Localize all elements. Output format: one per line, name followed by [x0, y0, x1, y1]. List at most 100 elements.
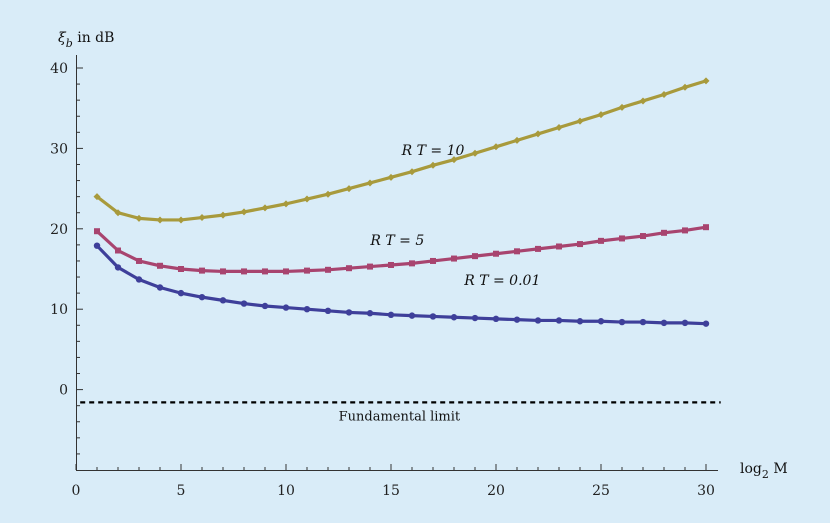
data-point — [493, 250, 499, 257]
data-point — [156, 284, 164, 291]
data-point — [198, 214, 206, 222]
data-point — [387, 311, 395, 319]
data-point — [640, 233, 646, 240]
data-point — [240, 208, 248, 216]
data-point — [136, 257, 142, 264]
x-tick-label: 0 — [72, 483, 81, 499]
data-point — [157, 262, 163, 269]
data-point — [535, 245, 541, 252]
data-point — [283, 268, 289, 275]
data-point — [261, 204, 269, 212]
y-tick-label: 20 — [50, 222, 68, 238]
data-point — [135, 276, 143, 283]
data-point — [472, 253, 478, 260]
data-point — [94, 228, 100, 235]
data-point — [451, 255, 457, 262]
data-point — [178, 266, 184, 272]
data-point — [261, 302, 269, 310]
data-point — [324, 307, 332, 315]
data-point — [577, 241, 583, 248]
series-1 — [94, 224, 709, 275]
reference-line-group: Fundamental limit — [80, 401, 721, 424]
data-point — [114, 209, 122, 217]
data-point — [345, 185, 353, 193]
series-2 — [93, 242, 710, 327]
data-point — [703, 224, 709, 231]
series-line — [95, 244, 707, 326]
data-point — [450, 156, 458, 164]
data-point — [556, 243, 562, 250]
data-point — [114, 264, 122, 271]
data-point — [177, 289, 185, 297]
data-point — [346, 265, 352, 272]
data-point — [534, 317, 542, 324]
data-point — [241, 268, 247, 275]
x-tick-label: 20 — [487, 483, 505, 499]
data-point — [639, 318, 647, 326]
data-point — [409, 260, 415, 267]
series-line — [96, 79, 707, 222]
data-point — [513, 316, 521, 323]
data-point — [156, 216, 164, 224]
data-point — [429, 161, 437, 169]
data-point — [618, 318, 626, 326]
data-point — [450, 314, 458, 321]
data-point — [681, 83, 689, 91]
y-tick-label: 0 — [59, 383, 68, 399]
data-point — [345, 309, 353, 316]
data-point — [597, 111, 605, 119]
data-point — [177, 216, 185, 224]
data-point — [408, 168, 416, 176]
data-point — [282, 200, 290, 208]
data-point — [388, 261, 394, 268]
data-point — [661, 229, 667, 236]
data-point — [576, 117, 584, 125]
data-point — [639, 97, 647, 105]
data-point — [618, 103, 626, 111]
data-point — [325, 266, 331, 273]
data-point — [492, 315, 500, 323]
data-point — [262, 268, 268, 275]
data-point — [555, 317, 563, 324]
data-point — [555, 123, 563, 131]
y-tick-label: 10 — [50, 302, 68, 318]
x-tick-label: 15 — [382, 483, 400, 499]
data-point — [429, 313, 437, 320]
data-point — [471, 149, 479, 157]
data-point — [660, 91, 668, 99]
data-point — [304, 267, 310, 274]
data-point — [219, 297, 227, 304]
data-point — [366, 179, 374, 187]
x-axis-label: log2 M — [740, 461, 788, 481]
y-tick-label: 40 — [50, 61, 68, 77]
data-point — [471, 314, 479, 322]
y-axis: 0 10 20 30 40 ξb in dB — [50, 30, 114, 470]
data-point — [682, 227, 688, 234]
x-axis: 0 5 10 15 20 25 30 log2 M — [72, 461, 788, 499]
data-point — [367, 263, 373, 270]
data-point — [619, 235, 625, 242]
data-point — [93, 242, 101, 249]
series-line — [95, 225, 707, 274]
data-point — [513, 136, 521, 144]
data-point — [387, 173, 395, 181]
data-point — [514, 248, 520, 255]
data-point — [702, 320, 710, 327]
data-point — [198, 293, 206, 301]
y-ticks: 0 10 20 30 40 — [50, 61, 83, 455]
series-label: R T = 10 — [401, 143, 465, 159]
x-tick-label: 25 — [592, 483, 610, 499]
fundamental-limit-label: Fundamental limit — [339, 409, 461, 424]
data-point — [492, 143, 500, 151]
data-point — [303, 195, 311, 203]
data-point — [597, 318, 605, 325]
x-tick-label: 5 — [177, 483, 186, 499]
data-point — [219, 211, 227, 219]
series-labels: R T = 10 R T = 5 R T = 0.01 — [369, 143, 540, 289]
data-point — [660, 319, 668, 327]
plot-layer — [93, 77, 710, 327]
series-0 — [93, 77, 710, 224]
series-label: R T = 0.01 — [463, 273, 540, 289]
x-tick-label: 10 — [277, 483, 295, 499]
